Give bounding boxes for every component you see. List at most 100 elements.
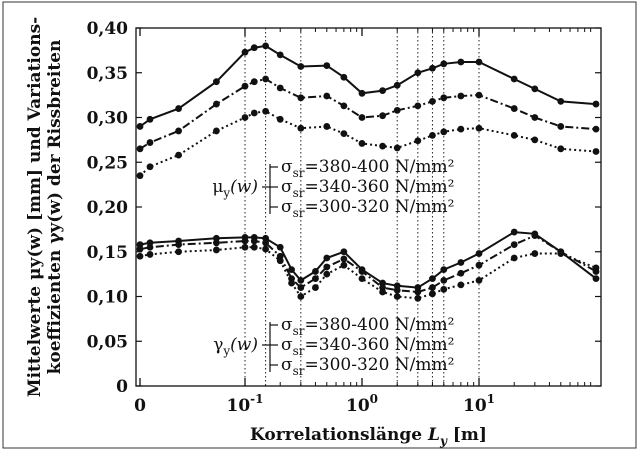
series-point-gamma: [457, 281, 465, 289]
series-point-mu: [429, 64, 436, 72]
x-tick-base: 10: [346, 396, 370, 416]
x-axis-label: Korrelationslänge Ly [m]: [250, 425, 487, 448]
series-point-mu: [262, 42, 270, 50]
legend-entry: σsr=340-360 N/mm²: [281, 335, 454, 358]
series-point-mu: [340, 102, 348, 110]
series-point-gamma: [440, 266, 448, 274]
series-point-mu: [250, 44, 258, 52]
series-point-gamma: [213, 239, 220, 247]
y-tick-label: 0,10: [87, 288, 129, 308]
series-point-mu: [510, 75, 518, 83]
series-point-gamma: [358, 275, 366, 282]
series-point-mu: [276, 115, 284, 123]
series-point-gamma: [379, 288, 387, 296]
legend-entry-text: =300-320 N/mm²: [305, 355, 455, 375]
series-point-gamma: [297, 293, 305, 300]
series-point-gamma: [241, 237, 249, 245]
legend-symbol-arg: (w): [230, 177, 258, 197]
series-point-mu: [323, 62, 331, 69]
series-point-mu: [276, 51, 284, 59]
series-point-gamma: [393, 293, 401, 300]
series-point-mu: [531, 114, 539, 121]
legend-entry: σsr=380-400 N/mm²: [281, 315, 454, 338]
series-point-gamma: [262, 245, 270, 253]
series-point-gamma: [510, 254, 518, 262]
x-tick-exponent: -1: [250, 392, 263, 406]
series-point-mu: [457, 92, 465, 100]
series-point-gamma: [393, 286, 401, 294]
data-series: [136, 42, 600, 302]
series-point-mu: [146, 163, 154, 171]
series-point-mu: [175, 105, 182, 112]
legend-sigma-sub: sr: [293, 364, 305, 378]
series-point-mu: [440, 94, 448, 102]
series-point-mu: [429, 132, 436, 139]
x-tick-exponent: 0: [370, 392, 378, 406]
series-point-mu: [414, 102, 422, 110]
series-point-mu: [592, 148, 600, 155]
legend-sigma-sub: sr: [293, 344, 305, 358]
series-point-gamma: [323, 263, 331, 271]
series-point-mu: [531, 136, 539, 144]
series-point-gamma: [323, 270, 331, 278]
series-point-gamma: [297, 276, 305, 284]
series-point-mu: [340, 73, 348, 81]
legend-sigma: σ: [281, 177, 293, 197]
series-point-gamma: [146, 243, 154, 251]
series-point-mu: [379, 142, 387, 150]
series-point-gamma: [136, 252, 144, 260]
legend-sigma: σ: [281, 157, 293, 177]
series-point-gamma: [241, 243, 249, 251]
legend-symbol-arg: (w): [230, 335, 258, 355]
series-point-mu: [250, 109, 258, 117]
series-point-mu: [146, 139, 154, 146]
series-point-gamma: [531, 250, 539, 257]
legend-sigma: σ: [281, 315, 293, 335]
series-point-mu: [136, 172, 144, 180]
series-point-gamma: [557, 250, 565, 257]
series-point-gamma: [250, 243, 258, 251]
series-point-mu: [358, 140, 366, 147]
y-tick-label: 0: [116, 377, 128, 397]
x-tick-label: 0: [134, 396, 146, 416]
y-axis-label-line1: Mittelwerte μy(w) [mm] und Variations-: [25, 17, 45, 397]
y-tick-label: 0,20: [87, 198, 129, 218]
y-tick-label: 0,15: [87, 243, 128, 263]
series-point-gamma: [592, 264, 600, 272]
series-point-gamma: [323, 254, 331, 262]
series-point-gamma: [340, 255, 348, 263]
series-point-mu: [379, 112, 387, 120]
series-point-gamma: [358, 268, 366, 275]
legend-symbol-sub: y: [222, 344, 230, 358]
legend-sigma-sub: sr: [293, 324, 305, 338]
series-point-gamma: [297, 284, 305, 291]
x-tick-label: 101: [463, 392, 495, 416]
series-point-gamma: [312, 284, 319, 291]
series-point-gamma: [288, 266, 295, 274]
legend-entry-text: =340-360 N/mm²: [305, 177, 455, 197]
legend-entry-text: =300-320 N/mm²: [305, 197, 455, 217]
series-point-gamma: [414, 294, 422, 302]
series-point-mu: [393, 144, 401, 152]
series-point-mu: [475, 91, 483, 99]
legend-entry: σsr=300-320 N/mm²: [281, 197, 454, 220]
series-point-gamma: [146, 251, 154, 258]
series-point-mu: [250, 78, 258, 86]
series-point-mu: [297, 94, 305, 102]
series-point-gamma: [340, 261, 348, 269]
legend-sigma-sub: sr: [293, 186, 305, 200]
series-point-mu: [276, 84, 284, 92]
series-point-mu: [241, 48, 249, 56]
series-point-mu: [213, 127, 220, 135]
series-point-mu: [440, 60, 448, 68]
series-point-gamma: [288, 279, 295, 287]
series-point-mu: [213, 78, 220, 86]
series-point-mu: [475, 58, 483, 66]
y-tick-label: 0,35: [87, 64, 128, 84]
series-point-mu: [358, 89, 366, 97]
series-point-gamma: [440, 276, 448, 284]
